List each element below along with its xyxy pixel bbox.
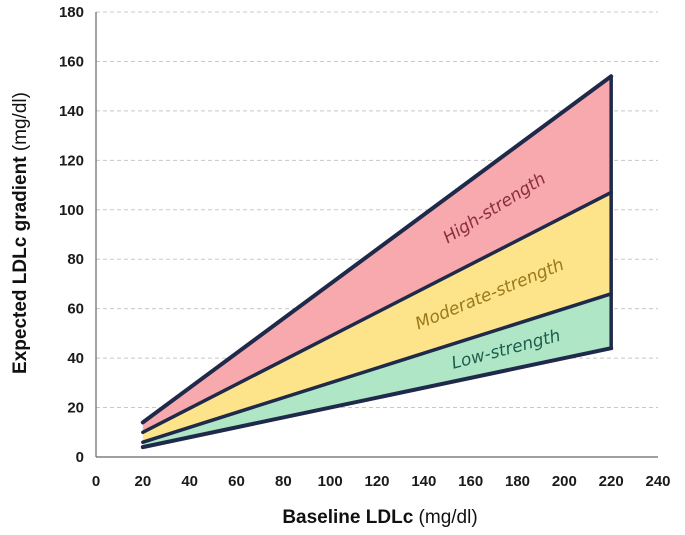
x-tick-label: 60 <box>228 473 245 490</box>
y-axis-title: Expected LDLc gradient (mg/dl) <box>10 92 31 374</box>
y-tick-label: 140 <box>59 103 84 120</box>
axes: 0 20 40 60 80 100 120 140 160 180 0 20 40 60 80 100 120 1… <box>59 4 671 490</box>
y-tick-label: 180 <box>59 4 84 21</box>
x-tick-label: 220 <box>599 473 624 490</box>
y-tick-label: 160 <box>59 53 84 70</box>
boundary-line-upper <box>140 74 614 425</box>
x-tick-label: 40 <box>181 473 198 490</box>
x-tick-label: 240 <box>645 473 670 490</box>
x-axis-title: Baseline LDLc (mg/dl) <box>282 507 477 528</box>
x-tick-label: 0 <box>92 473 100 490</box>
x-tick-label: 120 <box>364 473 389 490</box>
x-tick-label: 100 <box>318 473 343 490</box>
boundary-line-low-moderate <box>141 292 613 444</box>
y-tick-label: 40 <box>67 350 84 367</box>
y-tick-label: 100 <box>59 202 84 219</box>
y-tick-label: 80 <box>67 251 84 268</box>
y-tick-label: 120 <box>59 152 84 169</box>
x-tick-label: 160 <box>458 473 483 490</box>
x-tick-label: 80 <box>275 473 292 490</box>
boundary-line-lower <box>140 346 614 450</box>
boundary-line-moderate-high <box>141 190 613 435</box>
x-tick-label: 140 <box>411 473 436 490</box>
x-tick-label: 200 <box>552 473 577 490</box>
y-tick-label: 20 <box>67 400 84 417</box>
band-moderate-strength <box>142 192 612 443</box>
y-tick-label: 0 <box>76 449 84 466</box>
x-tick-label: 20 <box>134 473 151 490</box>
x-tick-label: 180 <box>505 473 530 490</box>
y-tick-label: 60 <box>67 301 84 318</box>
boundary-lines <box>140 74 614 450</box>
